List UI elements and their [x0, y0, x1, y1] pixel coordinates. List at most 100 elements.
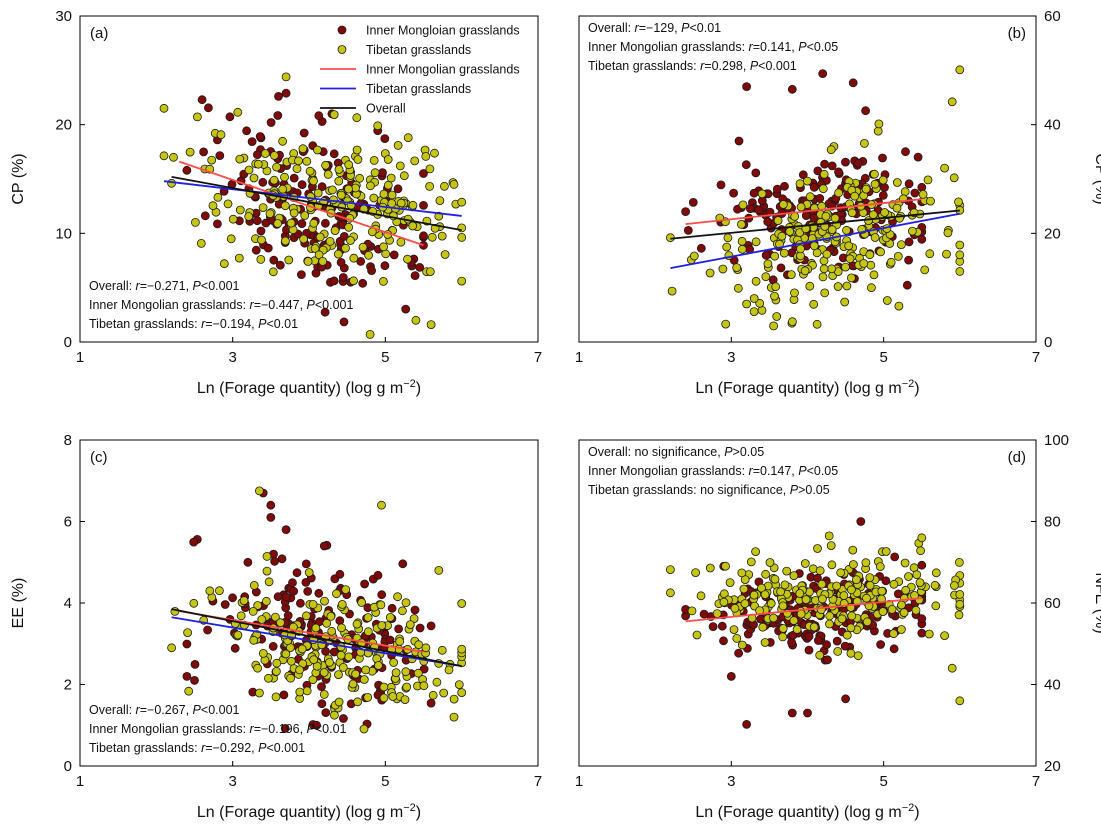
panel-c-point-inner-mongolian — [190, 676, 199, 685]
panel-d-point-tibetan — [931, 568, 941, 578]
panel-c-point-tibetan — [361, 665, 371, 675]
panel-d-point-tibetan — [765, 558, 775, 567]
panel-a-point-inner-mongolian — [419, 231, 428, 241]
panel-a-point-tibetan — [280, 236, 290, 246]
panel-c-point-inner-mongolian — [243, 557, 253, 567]
panel-c-point-tibetan — [454, 680, 464, 689]
panel-a-point-tibetan — [378, 276, 388, 286]
panel-a-point-tibetan — [305, 166, 315, 176]
panel-b-point-tibetan — [773, 216, 783, 226]
panel-b-axes: 1 3 5 70 20 40 60 — [575, 8, 1061, 366]
panel-d-point-inner-mongolian — [917, 628, 927, 638]
panel-c-fit-lines — [171, 608, 462, 668]
panel-d-x-axis-label: Ln (Forage quantity) (log g m−2) — [695, 802, 919, 821]
panel-a-point-tibetan — [369, 193, 379, 203]
panel-a-point-tibetan — [399, 171, 409, 181]
panel-c-point-inner-mongolian — [398, 559, 408, 569]
panel-d-point-tibetan — [839, 591, 849, 600]
panel-d: 1 3 5 720 40 60 80 100 (d) Ln (Forage quantity)… — [575, 432, 1101, 821]
panel-a-point-tibetan — [325, 236, 335, 246]
panel-a-stat-line: Overall: r=−0.271, P<0.001 — [89, 279, 240, 293]
panel-c-fit-line-overall — [171, 608, 462, 668]
panel-b-point-tibetan — [771, 282, 781, 292]
panel-a-stat-line: Tibetan grasslands: r=−0.194, P<0.01 — [89, 317, 298, 331]
panel-a-point-tibetan — [292, 164, 302, 174]
panel-c-point-tibetan — [327, 626, 337, 636]
panel-b-point-tibetan — [770, 291, 779, 301]
panel-b-point-tibetan — [886, 257, 896, 267]
panel-a-point-tibetan — [269, 175, 279, 185]
panel-c-point-tibetan — [444, 665, 454, 675]
panel-b-point-tibetan — [822, 249, 832, 259]
panel-b-point-tibetan — [955, 266, 965, 276]
panel-c-point-tibetan — [184, 686, 194, 696]
panel-a-point-inner-mongolian — [251, 245, 261, 255]
panel-c-point-tibetan — [432, 677, 442, 687]
panel-a-point-tibetan — [408, 221, 418, 231]
panel-a-point-tibetan — [207, 155, 217, 165]
panel-b-point-tibetan — [893, 251, 903, 261]
panel-b-point-tibetan — [723, 233, 733, 243]
panel-a-point-inner-mongolian — [419, 200, 428, 210]
panel-a-fit-line-overall — [171, 175, 462, 231]
panel-a-point-tibetan — [353, 155, 363, 164]
panel-d-point-tibetan — [930, 580, 940, 590]
panel-c-point-inner-mongolian — [273, 592, 283, 602]
panel-c-y-tick-label: 6 — [64, 514, 72, 531]
panel-b-y-tick-label: 60 — [1044, 8, 1061, 25]
panel-a-point-inner-mongolian — [225, 112, 235, 122]
panel-a-y-tick-label: 30 — [55, 8, 72, 25]
panel-d-point-tibetan — [758, 622, 768, 632]
panel-a-fit-line-tibetan-grasslands — [163, 180, 462, 217]
panel-a-x-tick-label: 5 — [381, 349, 389, 366]
legend-marker — [337, 45, 347, 54]
panel-d-point-tibetan — [899, 608, 909, 617]
panel-b-point-inner-mongolian — [751, 168, 761, 178]
panel-b-point-tibetan — [943, 228, 953, 238]
panel-a-point-inner-mongolian — [378, 168, 387, 178]
panel-b-point-tibetan — [718, 264, 728, 274]
panel-b-point-tibetan — [779, 200, 788, 209]
panel-d-point-tibetan — [792, 625, 802, 634]
panel-a-point-inner-mongolian — [415, 262, 425, 272]
panel-b-point-tibetan — [788, 317, 797, 327]
panel-a-point-tibetan — [323, 169, 333, 179]
panel-b-point-inner-mongolian — [904, 237, 914, 247]
panel-b-statistics: Overall: r=−129, P<0.01 Inner Mongolian g… — [588, 21, 838, 73]
panel-b-point-inner-mongolian — [880, 183, 889, 192]
panel-a-point-inner-mongolian — [274, 92, 283, 101]
panel-d-point-tibetan — [749, 590, 759, 600]
panel-d-point-tibetan — [832, 581, 841, 591]
panel-d-point-tibetan — [853, 651, 863, 661]
panel-c-point-tibetan — [319, 668, 329, 677]
panel-d-point-tibetan — [911, 605, 921, 615]
panel-b-point-tibetan — [818, 272, 828, 282]
panel-b-point-inner-mongolian — [904, 179, 914, 189]
panel-b-point-inner-mongolian — [878, 153, 887, 163]
panel-a-axes: 1 3 5 7 0 10 20 30 — [55, 8, 542, 366]
panel-d-y-tick-label: 60 — [1044, 595, 1061, 612]
panel-a-point-tibetan — [286, 218, 296, 228]
panel-d-point-inner-mongolian — [742, 720, 751, 729]
panel-c-point-tibetan — [421, 643, 431, 653]
panel-a-point-inner-mongolian — [367, 266, 377, 276]
panel-d-point-tibetan — [904, 572, 913, 581]
panel-a-point-tibetan — [234, 253, 244, 263]
panel-b-point-tibetan — [947, 97, 957, 107]
panel-c-point-tibetan — [457, 688, 467, 697]
panel-d-point-tibetan — [881, 547, 891, 556]
panel-a-label: (a) — [90, 25, 108, 42]
panel-a-point-tibetan — [167, 178, 177, 188]
panel-c-point-inner-mongolian — [319, 541, 329, 551]
panel-d-statistics: Overall: no significance, P>0.05 Inner Mo… — [588, 445, 838, 497]
panel-b-fit-line-overall — [670, 209, 960, 240]
panel-d-point-tibetan — [912, 570, 922, 580]
panel-b-point-tibetan — [834, 188, 843, 198]
panel-b-point-tibetan — [867, 283, 876, 293]
panel-d-point-tibetan — [789, 571, 799, 580]
panel-c-point-tibetan — [309, 655, 319, 665]
panel-d-point-tibetan — [801, 595, 811, 604]
panel-d-point-tibetan — [789, 616, 799, 625]
panel-a-y-axis-label: CP (%) — [10, 153, 27, 204]
panel-c-point-tibetan — [359, 675, 369, 684]
